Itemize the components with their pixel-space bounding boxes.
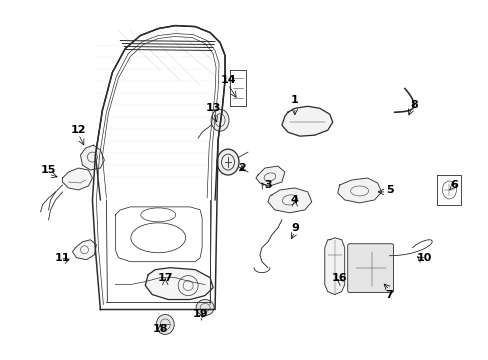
- FancyBboxPatch shape: [347, 244, 393, 293]
- Polygon shape: [145, 268, 213, 300]
- Ellipse shape: [211, 109, 228, 131]
- Text: 5: 5: [385, 185, 392, 195]
- Polygon shape: [337, 178, 381, 203]
- Text: 6: 6: [449, 180, 457, 190]
- Ellipse shape: [217, 149, 239, 175]
- Text: 3: 3: [264, 180, 271, 190]
- Ellipse shape: [156, 315, 174, 334]
- Polygon shape: [62, 168, 92, 190]
- Text: 13: 13: [205, 103, 220, 113]
- Ellipse shape: [196, 300, 214, 315]
- Polygon shape: [255, 166, 285, 186]
- Text: 1: 1: [290, 95, 298, 105]
- Polygon shape: [267, 188, 311, 213]
- Text: 12: 12: [71, 125, 86, 135]
- Text: 9: 9: [290, 223, 298, 233]
- Text: 7: 7: [385, 289, 393, 300]
- Text: 18: 18: [152, 324, 168, 334]
- Text: 16: 16: [331, 273, 347, 283]
- Text: 11: 11: [55, 253, 70, 263]
- Polygon shape: [81, 145, 104, 170]
- Polygon shape: [324, 238, 344, 294]
- Text: 4: 4: [290, 195, 298, 205]
- Text: 15: 15: [41, 165, 56, 175]
- Text: 2: 2: [238, 163, 245, 173]
- Polygon shape: [72, 240, 96, 260]
- Polygon shape: [281, 106, 332, 136]
- Text: 10: 10: [416, 253, 431, 263]
- Text: 17: 17: [157, 273, 173, 283]
- Text: 19: 19: [192, 310, 207, 319]
- Text: 14: 14: [220, 75, 235, 85]
- Text: 8: 8: [410, 100, 418, 110]
